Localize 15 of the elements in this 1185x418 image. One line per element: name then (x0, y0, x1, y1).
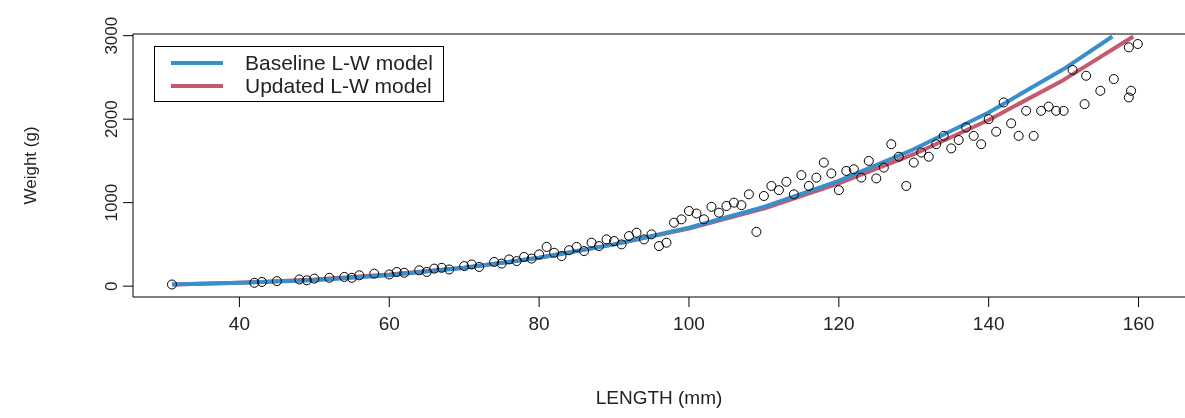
x-tick-label: 140 (972, 313, 1005, 335)
x-tick-label: 40 (228, 313, 250, 335)
y-axis-title: Weight (g) (21, 126, 41, 205)
y-tick-label: 3000 (102, 16, 121, 55)
y-tick-label: 2000 (102, 100, 121, 139)
x-tick-label: 160 (1122, 313, 1155, 335)
x-tick-label: 120 (822, 313, 855, 335)
y-tick-label: 1000 (102, 183, 121, 222)
legend-label: Updated L-W model (245, 74, 432, 97)
x-tick-label: 80 (528, 313, 550, 335)
x-tick-label: 100 (673, 313, 705, 335)
x-tick-label: 60 (378, 313, 400, 335)
y-tick-label: 0 (102, 281, 121, 291)
x-axis-title: LENGTH (mm) (595, 387, 723, 408)
legend-label: Baseline L-W model (245, 51, 433, 74)
